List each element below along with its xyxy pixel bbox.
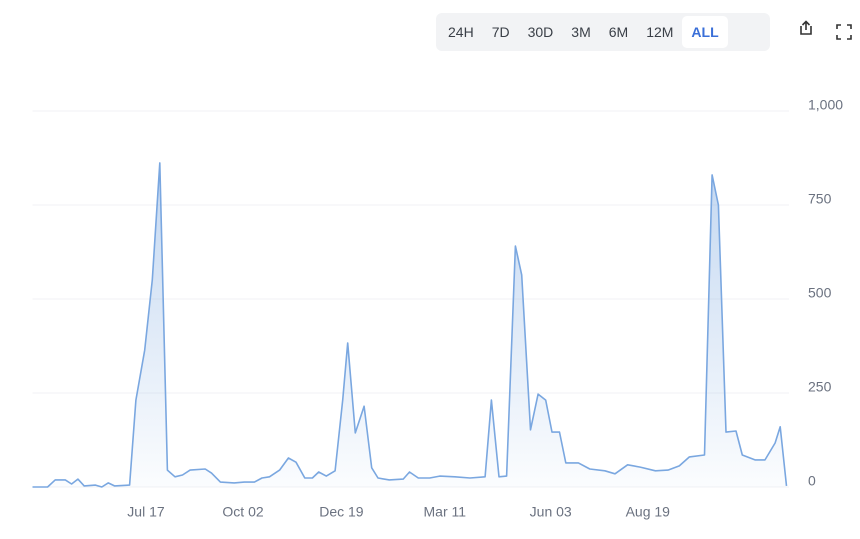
x-tick-label: Dec 19 (319, 504, 364, 520)
range-button[interactable]: 30D (527, 24, 554, 40)
range-button[interactable]: 12M (646, 24, 674, 40)
range-button[interactable]: 6M (608, 24, 629, 40)
range-button[interactable]: 24H (448, 24, 474, 40)
line (32, 162, 788, 488)
area-fill (32, 162, 787, 487)
y-tick-label: 250 (808, 379, 832, 395)
range-button[interactable]: ALL (682, 16, 728, 48)
x-tick-label: Jul 17 (127, 504, 165, 520)
share-icon-box[interactable] (800, 26, 812, 35)
y-tick-label: 0 (808, 473, 816, 489)
range-toolbar: 24H 7D 30D 3M 6M 12M ALL (436, 13, 770, 51)
share-icon-arrow[interactable] (801, 20, 811, 31)
range-button[interactable]: 7D (491, 24, 510, 40)
y-tick-label: 1,000 (808, 97, 843, 113)
x-tick-label: Aug 19 (626, 504, 671, 520)
fullscreen-icon-corners[interactable] (836, 24, 852, 40)
range-button[interactable]: 3M (571, 24, 591, 40)
y-tick-label: 500 (808, 285, 832, 301)
fullscreen-icon[interactable] (836, 24, 852, 40)
x-tick-label: Oct 02 (222, 504, 263, 520)
share-icon[interactable] (800, 20, 812, 35)
x-tick-label: Mar 11 (424, 504, 467, 520)
y-tick-label: 750 (808, 191, 832, 207)
x-tick-label: Jun 03 (530, 504, 572, 520)
